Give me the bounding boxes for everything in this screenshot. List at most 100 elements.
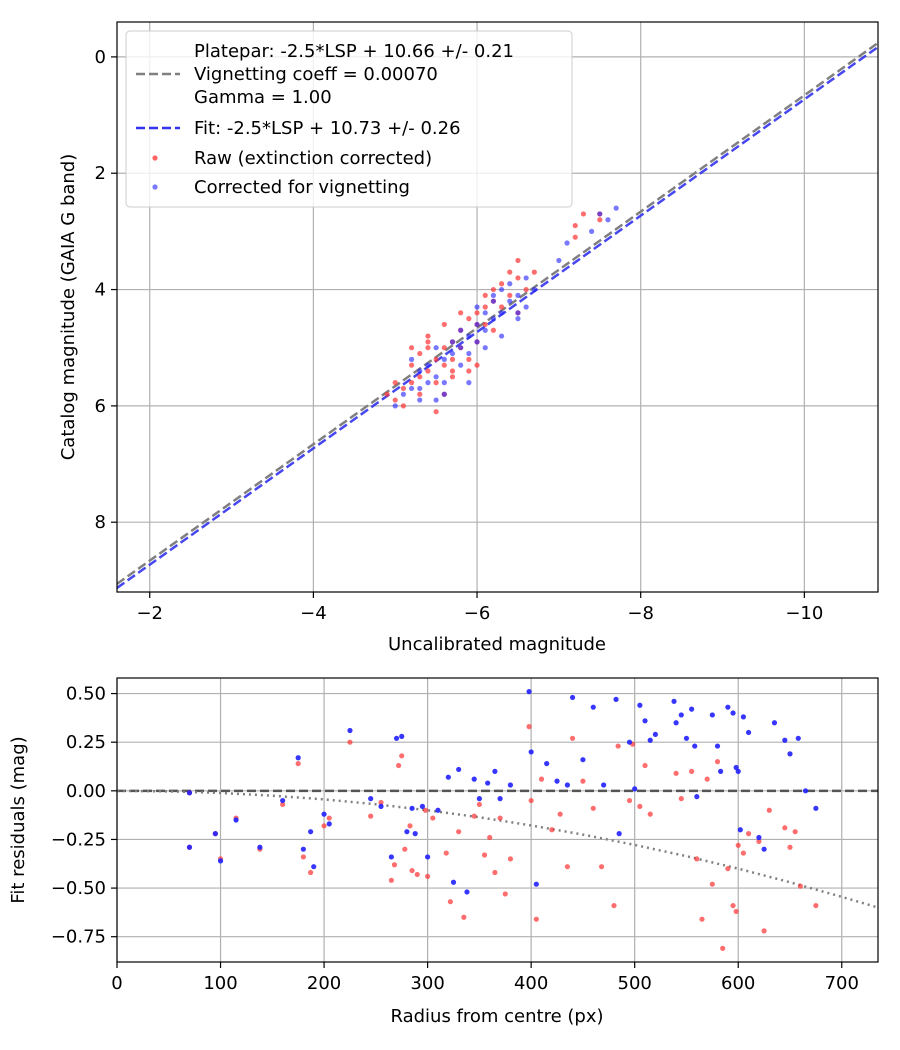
corrected-point (556, 257, 562, 264)
corrected-point (392, 403, 398, 409)
raw-point (507, 856, 514, 862)
raw-point (714, 759, 721, 765)
raw-point (590, 805, 596, 811)
corrected-point (782, 737, 788, 743)
raw-point (782, 825, 788, 831)
corrected-point (490, 292, 497, 298)
raw-point (402, 846, 408, 852)
raw-point (392, 397, 398, 403)
corrected-point (464, 889, 470, 895)
corrected-point (795, 735, 801, 741)
bottom-reference-lines (117, 789, 878, 909)
corrected-point (730, 710, 736, 716)
corrected-point (544, 760, 550, 767)
raw-point (425, 873, 431, 880)
y-tick-label: 0 (95, 47, 106, 68)
raw-point (449, 356, 456, 362)
corrected-point (632, 786, 638, 792)
raw-point (425, 333, 431, 339)
raw-point (414, 871, 420, 878)
corrected-point (445, 774, 451, 780)
corrected-point (417, 385, 423, 392)
corrected-point (647, 737, 653, 743)
corrected-point (449, 339, 456, 345)
corrected-point (490, 316, 497, 322)
corrected-point (725, 704, 731, 710)
raw-point (572, 234, 578, 240)
raw-point (300, 854, 306, 860)
raw-point (507, 292, 513, 298)
y-tick-label: −0.75 (51, 927, 106, 948)
y-tick-label: 2 (95, 163, 106, 184)
corrected-point (466, 333, 472, 339)
raw-point (400, 385, 406, 392)
raw-point (498, 281, 505, 287)
corrected-point (280, 797, 286, 804)
corrected-point (580, 757, 586, 763)
corrected-point (589, 228, 595, 234)
corrected-point (498, 286, 505, 293)
raw-point (378, 799, 384, 806)
bottom-ylabel: Fit residuals (mag) (8, 736, 29, 903)
raw-point (447, 899, 453, 905)
top-axes-frame (116, 21, 879, 593)
corrected-point (671, 698, 677, 704)
raw-point (482, 304, 488, 310)
corrected-point (733, 764, 739, 771)
corrected-point (498, 310, 505, 316)
corrected-point (474, 321, 480, 328)
raw-point (308, 869, 314, 876)
raw-point (792, 829, 798, 835)
raw-point (482, 292, 488, 298)
raw-point (730, 902, 736, 909)
corrected-point (692, 743, 698, 749)
raw-point (425, 368, 431, 374)
raw-point (461, 914, 467, 920)
corrected-point (515, 316, 521, 322)
corrected-point (613, 205, 619, 211)
bottom-axes-frame (116, 677, 879, 963)
raw-point (408, 362, 415, 368)
corrected-point (399, 733, 405, 739)
corrected-point (689, 706, 695, 712)
legend-corrected-label: Corrected for vignetting (194, 177, 410, 198)
raw-point (487, 834, 493, 841)
raw-point (528, 797, 534, 804)
corrected-point (507, 298, 513, 304)
raw-point (733, 908, 739, 915)
corrected-point (714, 743, 721, 749)
corrected-point (569, 694, 576, 701)
corrected-point (425, 380, 431, 386)
raw-point (347, 739, 353, 745)
x-tick-label: 400 (514, 973, 548, 994)
corrected-point (482, 327, 488, 333)
raw-point (391, 862, 398, 868)
raw-point (813, 902, 819, 909)
corrected-point (186, 844, 193, 850)
raw-point (678, 796, 684, 802)
corrected-point (771, 720, 778, 726)
corrected-point (419, 803, 426, 809)
corrected-point (626, 739, 633, 745)
raw-point (441, 345, 447, 351)
corrected-point (597, 211, 603, 217)
raw-point (409, 867, 415, 874)
raw-point (474, 362, 480, 368)
corrected-point (474, 304, 480, 310)
bottom-xlabel: Radius from centre (px) (390, 1006, 603, 1027)
raw-point (407, 823, 413, 829)
raw-point (384, 391, 390, 397)
raw-point (449, 368, 456, 374)
corrected-point (311, 864, 317, 870)
raw-point (557, 811, 563, 817)
raw-point (471, 813, 477, 819)
corrected-point (408, 385, 415, 392)
raw-point (417, 391, 423, 397)
x-tick-label: 500 (618, 973, 652, 994)
x-tick-label: −4 (300, 603, 327, 624)
raw-point (466, 316, 472, 322)
corrected-point (492, 768, 498, 774)
corrected-point (678, 712, 684, 718)
x-tick-label: 300 (410, 973, 444, 994)
raw-point (699, 916, 705, 922)
